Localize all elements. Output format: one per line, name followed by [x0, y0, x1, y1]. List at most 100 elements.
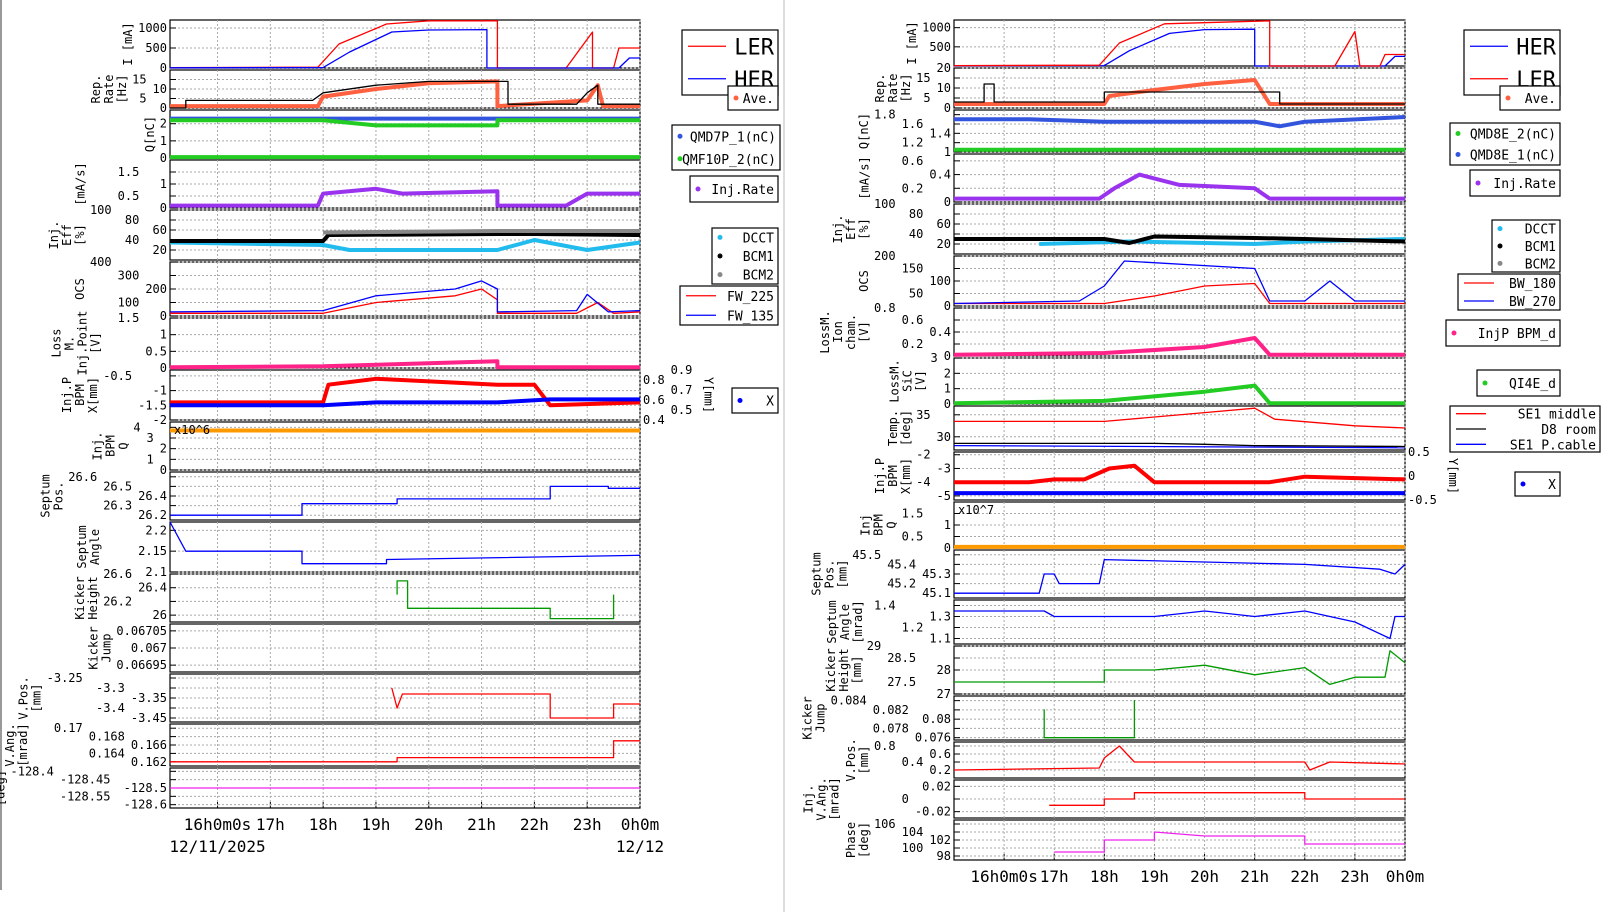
y-tick-label: 0: [944, 299, 951, 313]
series-line-0: [954, 650, 1406, 686]
legend-frame: [689, 175, 779, 203]
y-axis-label: SeptumPos.[mm]: [809, 552, 849, 595]
y-axis-label-line: Q: [885, 521, 899, 528]
y-tick-label: 1: [944, 382, 951, 396]
y-tick-label: 60: [153, 223, 167, 237]
y-axis-label-line: I [mA]: [121, 22, 135, 65]
y-tick-label: 20: [153, 243, 167, 257]
y-tick-label: -5: [937, 489, 951, 503]
y-axis-label-line: Kicker: [801, 696, 815, 739]
series-BCM1: [170, 232, 641, 243]
panel-7: -2-1.5-1 -0.5 0.4 0.5 0.6 0.7 0.8 0.9 Y[mm] Inj.P…: [60, 363, 715, 427]
legend-frame: [671, 124, 781, 171]
y-tick-label: 10: [153, 82, 167, 96]
y-tick-label: 0.2: [902, 337, 924, 351]
y-axis-label-line: OCS: [73, 278, 87, 300]
series-DCCT: [169, 238, 641, 252]
y-tick-label: 0: [944, 349, 951, 363]
y-tick-label: -1: [153, 384, 167, 398]
y-tick-label: 15: [132, 73, 146, 87]
y-tick-label: 1000: [138, 21, 167, 35]
y-axis-label: V.Pos.[mm]: [17, 676, 44, 719]
panel-10: 0 0.5 1 1.5 x10^7 InjBPMQ: [859, 501, 1406, 555]
divider: [783, 0, 785, 912]
x-tick-label: 23h: [1340, 867, 1369, 886]
y-axis-label-line: BPM: [103, 435, 117, 457]
legend: BW_180 BW_270: [1457, 273, 1561, 311]
y-tick-label: 1.5: [118, 165, 140, 179]
y-axis-label-line: [mrad]: [851, 600, 865, 643]
y-axis-label: Temp.[deg]: [886, 410, 913, 446]
right-tick-label: 0.9: [671, 363, 693, 377]
y-tick-label: 5: [923, 91, 930, 105]
legend: InjP BPM_d: [1445, 319, 1561, 347]
legend-marker: [677, 133, 683, 139]
y-multiplier: x10^7: [958, 503, 994, 517]
y-axis-label: LossM.Inj.Point[V]: [50, 310, 103, 375]
left-chart: LERHERAve.QMD7P_1(nC)QMF10P_2(nC)Inj.Rat…: [0, 19, 781, 856]
legend-marker: [1455, 152, 1461, 157]
y-axis-label-line: [mA/s]: [74, 162, 88, 205]
y-axis-label-line: [mA/s]: [858, 156, 872, 199]
y-tick-label: 0.4: [929, 168, 951, 182]
series-line-0: [169, 521, 641, 565]
panel-13: -3.45-3.4-3.35-3.3-3.25V.Pos.[mm]: [17, 671, 641, 725]
panel-frame: [169, 673, 641, 723]
y-axis-label: Inj.PBPMX[mm]: [873, 458, 913, 494]
y-tick-label: 500: [145, 41, 167, 55]
y-axis-label-line: Septum: [75, 525, 89, 568]
legend-frame: [1476, 369, 1561, 397]
y-axis-label-line: Inj.: [831, 215, 845, 244]
y-tick-label: 0.8: [874, 301, 896, 315]
y-tick-label: 27.5: [887, 675, 916, 689]
y-tick-label: 104: [902, 825, 924, 839]
y-tick-label: 0.4: [929, 325, 951, 339]
y-axis-label-line: BPM: [73, 384, 87, 406]
legend-label: FW_135: [727, 309, 774, 324]
y-tick-label: 400: [90, 255, 112, 269]
y-tick-label: 100: [929, 274, 951, 288]
right-tick-label: 0.5: [671, 403, 693, 417]
panel-15: -128.6 -128.55 -128.5 -128.45 -128.4Inj.Phas…: [0, 764, 641, 812]
y-tick-label: 0.06705: [116, 624, 167, 638]
y-axis-label-line: Ion: [831, 321, 845, 343]
legend-label: D8 room: [1541, 423, 1596, 438]
legend-label: DCCT: [1525, 223, 1556, 238]
legend-label: BCM2: [1525, 257, 1556, 272]
y-axis-label-line: Kicker: [86, 626, 100, 669]
y-axis-label-line: Q[nC]: [143, 116, 157, 152]
y-tick-label: 1.3: [929, 610, 951, 624]
legend-marker: [695, 186, 701, 192]
y-tick-label: 0.6: [929, 747, 951, 761]
y-tick-label: 100: [118, 296, 140, 310]
y-tick-label: 1000: [922, 21, 951, 35]
y-axis-label: Inj.Eff[%]: [47, 221, 87, 250]
panel-frame: [169, 471, 641, 521]
series-D8 room: [954, 442, 1406, 448]
y-axis-label-line: LossM.: [818, 310, 832, 353]
y-tick-label: 40: [909, 227, 923, 241]
y-axis-label-line: Inj.P: [873, 458, 887, 494]
right-tick-label: 0.7: [671, 383, 693, 397]
series-FW_135: [169, 280, 641, 313]
y-tick-label: 1: [160, 134, 167, 148]
panel-frame: [169, 521, 641, 573]
legend-label: DCCT: [743, 231, 774, 246]
panel-frame: [169, 159, 641, 209]
legend-frame: [727, 85, 779, 111]
legend-frame: [1449, 122, 1561, 166]
panel-9: -5 -4 -3 -2 -0.5 0 0.5 Y[mm] Inj.PBPMX[mm]: [873, 445, 1460, 507]
left-border: [0, 0, 2, 890]
y-tick-label: 26.2: [138, 508, 167, 522]
y-axis-label: Rep.Rate[Hz]: [89, 75, 129, 104]
series-line-0: [169, 359, 640, 370]
y-axis-label-line: V.Pos.: [844, 738, 858, 781]
legend-frame: [681, 29, 779, 96]
y-tick-label: 0: [944, 195, 951, 209]
panel-frame: [169, 623, 641, 673]
x-tick-label: 20h: [414, 815, 443, 834]
